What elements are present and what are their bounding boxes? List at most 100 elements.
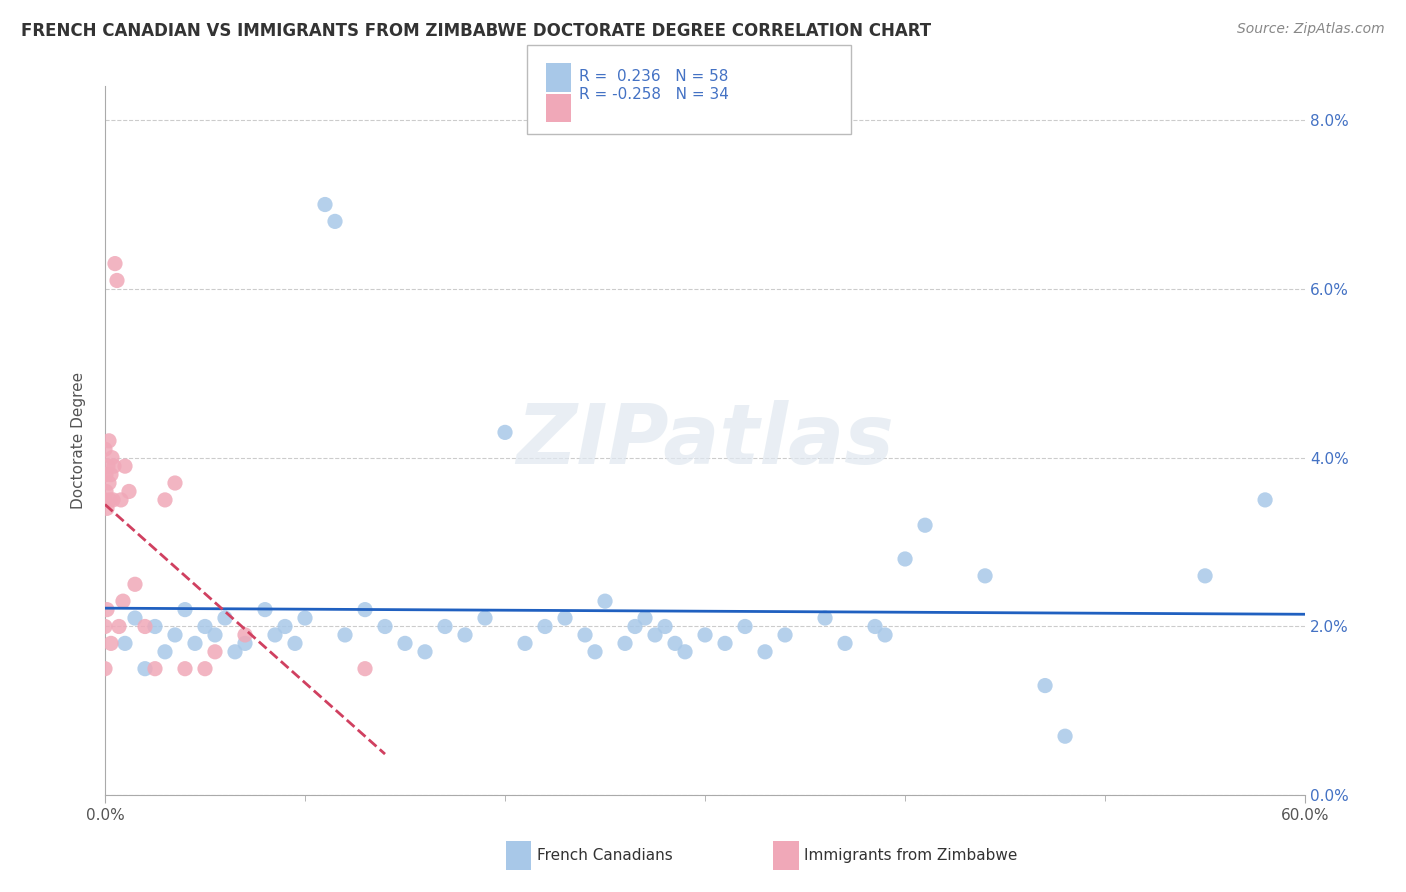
Text: ZIPatlas: ZIPatlas [516,401,894,482]
Point [1033,679,1056,693]
Point [233,636,256,650]
Point [184,636,207,650]
Point [333,628,356,642]
Point [1254,492,1277,507]
Point [634,611,657,625]
Point [354,602,377,616]
Point [834,636,856,650]
Point [97,459,120,474]
Point [284,636,307,650]
Point [873,628,896,642]
Point [654,619,676,633]
Point [454,628,477,642]
Point [494,425,516,440]
Point [94,467,117,482]
Point [693,628,716,642]
Point [194,619,217,633]
Point [323,214,346,228]
Point [100,636,122,650]
Point [224,645,246,659]
Text: R =  0.236   N = 58: R = 0.236 N = 58 [579,69,728,84]
Point [574,628,596,642]
Point [534,619,557,633]
Point [734,619,756,633]
Point [114,636,136,650]
Point [673,645,696,659]
Point [474,611,496,625]
Point [111,594,134,608]
Point [233,628,256,642]
Point [354,662,377,676]
Point [124,577,146,591]
Point [1054,729,1077,743]
Point [554,611,576,625]
Point [100,467,122,482]
Point [174,602,197,616]
Point [114,459,136,474]
Point [214,611,236,625]
Point [96,501,118,516]
Point [194,662,217,676]
Point [143,619,166,633]
Point [98,434,121,448]
Point [118,484,141,499]
Point [105,273,128,287]
Point [204,645,226,659]
Point [174,662,197,676]
Point [1194,569,1216,583]
Point [108,619,131,633]
Point [104,257,127,271]
Point [714,636,737,650]
Point [294,611,316,625]
Point [101,492,124,507]
Point [773,628,796,642]
Point [94,619,117,633]
Y-axis label: Doctorate Degree: Doctorate Degree [72,372,86,509]
Point [94,442,117,457]
Text: French Canadians: French Canadians [537,848,673,863]
Point [163,628,186,642]
Text: FRENCH CANADIAN VS IMMIGRANTS FROM ZIMBABWE DOCTORATE DEGREE CORRELATION CHART: FRENCH CANADIAN VS IMMIGRANTS FROM ZIMBA… [21,22,931,40]
Point [98,476,121,491]
Point [101,450,124,465]
Point [153,492,176,507]
Point [94,662,117,676]
Point [96,602,118,616]
Point [94,484,117,499]
Point [110,492,132,507]
Point [94,492,117,507]
Point [814,611,837,625]
Point [614,636,637,650]
Point [274,619,297,633]
Point [413,645,436,659]
Point [103,459,125,474]
Point [153,645,176,659]
Point [143,662,166,676]
Point [664,636,686,650]
Point [124,611,146,625]
Point [204,628,226,642]
Point [644,628,666,642]
Point [264,628,287,642]
Point [754,645,776,659]
Point [134,619,156,633]
Point [863,619,886,633]
Point [434,619,457,633]
Point [374,619,396,633]
Text: R = -0.258   N = 34: R = -0.258 N = 34 [579,87,730,102]
Point [163,476,186,491]
Text: Immigrants from Zimbabwe: Immigrants from Zimbabwe [804,848,1018,863]
Point [134,662,156,676]
Point [98,492,121,507]
Point [974,569,997,583]
Point [583,645,606,659]
Point [914,518,936,533]
Point [624,619,647,633]
Point [894,552,917,566]
Point [314,197,336,211]
Text: Source: ZipAtlas.com: Source: ZipAtlas.com [1237,22,1385,37]
Point [394,636,416,650]
Point [253,602,276,616]
Point [593,594,616,608]
Point [513,636,536,650]
